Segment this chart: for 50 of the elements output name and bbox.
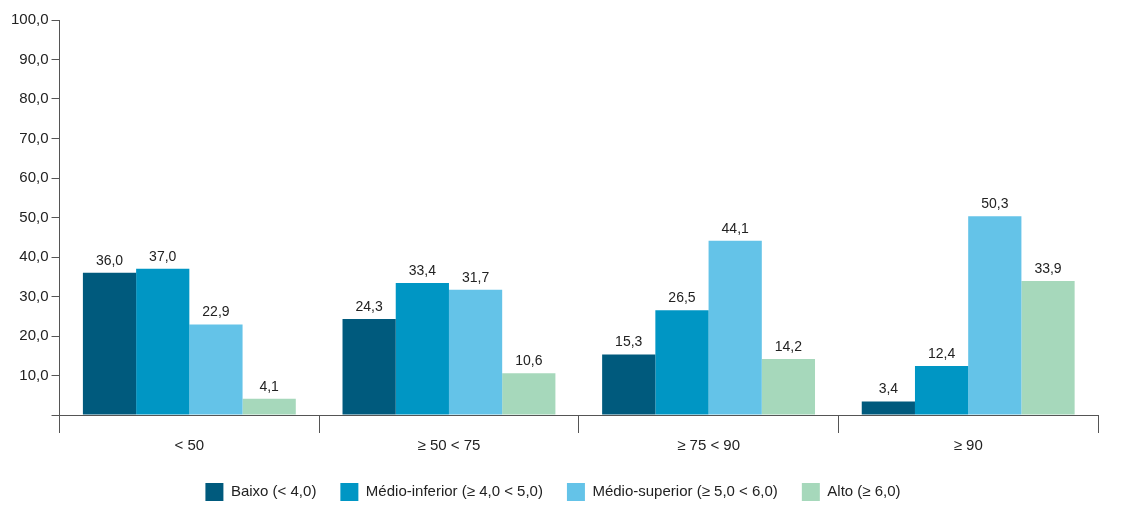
y-tick-label: 10,0 (19, 365, 49, 383)
y-tick-label: 90,0 (19, 49, 49, 67)
bar (1021, 281, 1075, 415)
data-label: 50,3 (981, 195, 1009, 212)
y-tick-label: 70,0 (19, 128, 49, 146)
bar (968, 216, 1022, 415)
data-label: 33,4 (408, 261, 437, 278)
y-tick-label: 20,0 (19, 326, 49, 344)
data-label: 31,7 (461, 268, 490, 285)
data-label: 24,3 (355, 297, 383, 314)
bar (761, 358, 816, 415)
data-label: 10,6 (515, 351, 543, 368)
data-label: 44,1 (721, 219, 750, 236)
bar (602, 354, 656, 415)
y-tick-label: 50,0 (19, 207, 49, 225)
data-label: 26,5 (668, 289, 696, 306)
data-label: 36,0 (95, 251, 124, 268)
bar (914, 366, 969, 415)
y-tick-label: 30,0 (19, 286, 49, 304)
data-label: 3,4 (878, 380, 899, 397)
legend-label: Alto (≥ 6,0) (827, 482, 901, 500)
y-tick-label: 100,0 (10, 10, 49, 28)
legend-label: Médio-inferior (≥ 4,0 < 5,0) (365, 482, 543, 500)
x-tick-label: ≥ 50 < 75 (417, 436, 481, 454)
bar (655, 310, 709, 415)
bar (861, 401, 915, 415)
bar (242, 398, 296, 415)
x-tick-label: ≥ 75 < 90 (677, 436, 741, 454)
x-tick-label: ≥ 90 (953, 436, 983, 454)
data-label: 37,0 (149, 247, 177, 264)
data-label: 22,9 (202, 303, 230, 320)
x-tick-label: < 50 (174, 436, 205, 454)
data-label: 12,4 (927, 344, 956, 361)
bar (708, 240, 762, 415)
bar (342, 319, 396, 415)
legend-label: Baixo (< 4,0) (230, 482, 317, 500)
data-label: 15,3 (615, 333, 643, 350)
data-label: 4,1 (259, 377, 280, 394)
y-tick-label: 40,0 (19, 247, 49, 265)
bar (136, 268, 190, 415)
y-tick-label: 60,0 (19, 168, 49, 186)
bar (448, 289, 503, 415)
y-tick-label: 80,0 (19, 89, 49, 107)
data-label: 14,2 (774, 337, 803, 354)
data-label: 33,9 (1034, 259, 1062, 276)
bar (395, 283, 449, 415)
legend-label: Médio-superior (≥ 5,0 < 6,0) (592, 482, 778, 500)
bar (82, 272, 137, 415)
bar (502, 373, 556, 415)
bar (189, 324, 243, 415)
